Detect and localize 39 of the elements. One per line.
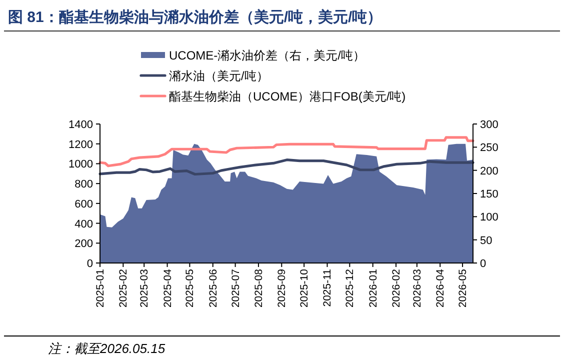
x-tick-label: 2025-05 — [184, 268, 196, 308]
y-tick-label: 800 — [74, 178, 93, 191]
x-tick-label: 2025-06 — [207, 268, 220, 308]
y-tick-label: 400 — [74, 218, 93, 230]
x-tick-label: 2025-01 — [94, 268, 106, 308]
x-tick-label: 2025-11 — [322, 268, 334, 307]
x-tick-label: 2025-04 — [162, 268, 174, 308]
text: 注：截至2026.05.15 — [48, 341, 166, 356]
x-tick-label: 2025-07 — [230, 268, 242, 308]
x-tick-label: 2026-04 — [434, 268, 447, 308]
chart-title: 图 81：酯基生物柴油与潲水油价差（美元/吨，美元/吨） — [8, 8, 382, 26]
line-series — [98, 136, 474, 168]
x-tick-label: 2025-03 — [138, 268, 151, 308]
y-tick-label: 1200 — [68, 138, 93, 151]
legend-label: 酯基生物柴油（UCOME）港口FOB(美元/吨) — [169, 90, 406, 104]
x-tick-label: 2026-03 — [411, 268, 424, 308]
x-tick-label: 2026-01 — [367, 268, 380, 308]
y-tick-label: 200 — [74, 238, 93, 250]
x-tick-label: 2025-09 — [276, 268, 288, 308]
x-tick-label: 2025-08 — [252, 268, 265, 308]
x-tick-label: 2025-02 — [118, 268, 130, 308]
x-tick-label: 2025-10 — [298, 268, 311, 308]
y2-tick-label: 150 — [480, 188, 498, 200]
x-tick-label: 2026-02 — [390, 268, 403, 308]
legend-label: UCOME-潲水油价差（右，美元/吨） — [169, 48, 365, 62]
x-tick-label: 2026-05 — [457, 268, 470, 308]
legend-label: 潲水油（美元/吨） — [169, 69, 268, 83]
y2-tick-label: 200 — [480, 165, 498, 178]
y-tick-label: 1400 — [68, 119, 93, 131]
y-tick-label: 0 — [86, 258, 93, 270]
y2-tick-label: 0 — [480, 258, 486, 270]
y2-tick-label: 50 — [480, 234, 492, 247]
line-series — [98, 158, 474, 176]
y2-tick-label: 300 — [480, 119, 498, 131]
y2-tick-label: 250 — [480, 142, 498, 154]
x-tick-label: 2025-12 — [344, 268, 356, 308]
y-tick-label: 600 — [74, 198, 93, 210]
y2-tick-label: 100 — [480, 212, 498, 224]
y-tick-label: 1000 — [68, 158, 93, 171]
